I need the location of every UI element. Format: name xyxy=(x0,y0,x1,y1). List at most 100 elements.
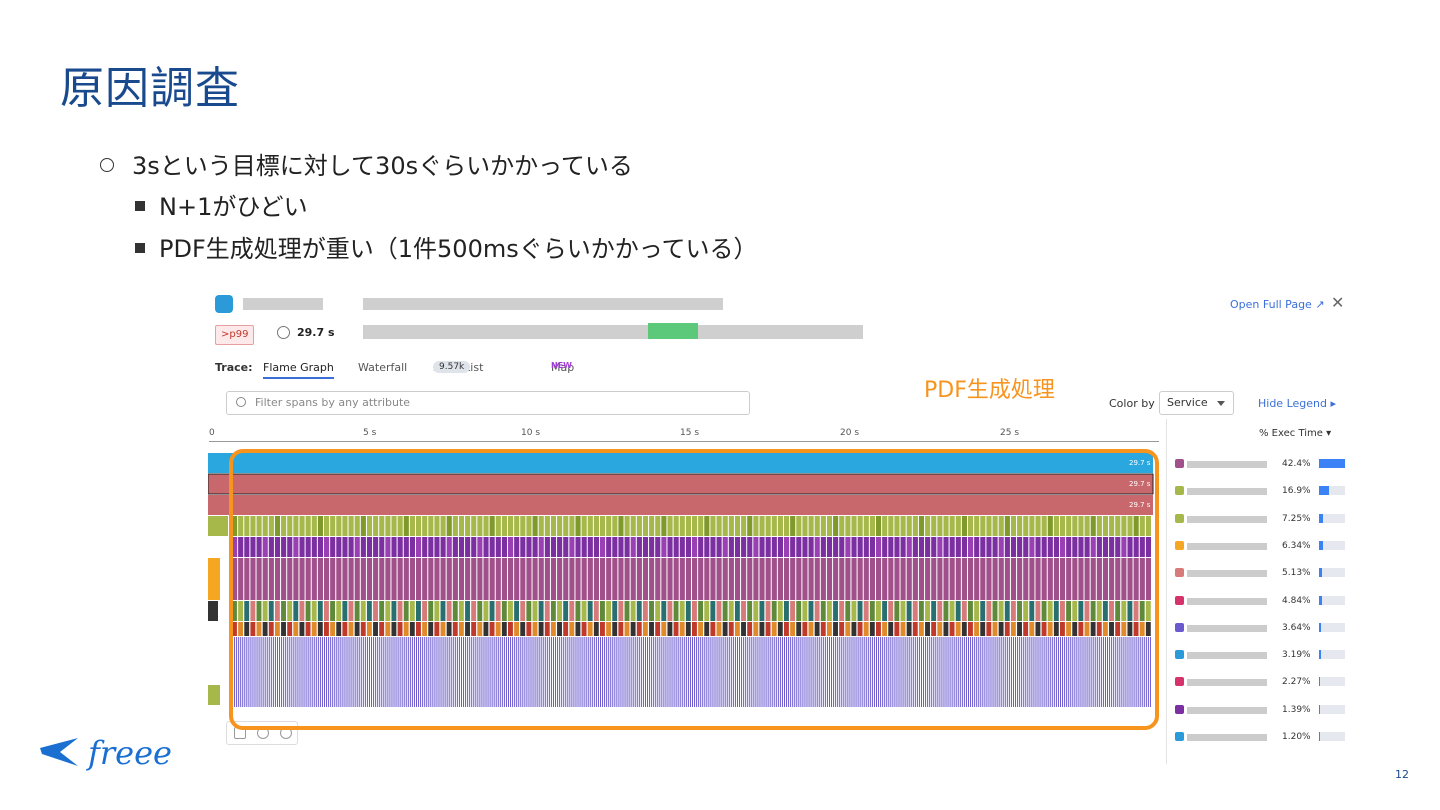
span-block[interactable] xyxy=(311,601,317,621)
span-block[interactable] xyxy=(906,558,912,600)
span-block[interactable] xyxy=(409,516,415,536)
span-block[interactable] xyxy=(299,516,305,536)
span-block[interactable] xyxy=(526,558,532,600)
span-block[interactable] xyxy=(1107,637,1109,707)
span-block[interactable] xyxy=(336,558,342,600)
span-block[interactable] xyxy=(264,637,266,707)
span-block[interactable] xyxy=(379,622,385,636)
span-block[interactable] xyxy=(745,637,747,707)
span-block[interactable] xyxy=(1066,622,1072,636)
span-block[interactable] xyxy=(534,637,536,707)
span-block[interactable] xyxy=(1060,637,1061,707)
filter-spans-input[interactable]: Filter spans by any attribute xyxy=(226,391,750,415)
span-block[interactable] xyxy=(1145,516,1151,536)
span-block[interactable] xyxy=(520,622,526,636)
span-block[interactable] xyxy=(876,601,881,621)
span-block[interactable] xyxy=(520,601,526,621)
span-block[interactable] xyxy=(1076,637,1078,707)
span-block[interactable] xyxy=(1113,637,1115,707)
span-block[interactable] xyxy=(348,622,354,636)
span-block[interactable] xyxy=(642,558,649,600)
span-block[interactable] xyxy=(865,637,867,707)
span-block[interactable] xyxy=(871,637,873,707)
span-block[interactable] xyxy=(669,637,671,707)
span-block[interactable] xyxy=(232,601,237,621)
span-block[interactable] xyxy=(307,637,309,707)
span-block[interactable] xyxy=(581,537,587,557)
span-block[interactable] xyxy=(980,516,986,536)
span-block[interactable] xyxy=(238,637,240,707)
span-block[interactable] xyxy=(1117,637,1119,707)
span-block[interactable] xyxy=(495,637,497,707)
span-block[interactable] xyxy=(959,637,961,707)
span-block[interactable] xyxy=(1084,601,1090,621)
span-block[interactable] xyxy=(557,622,562,636)
span-block[interactable] xyxy=(851,516,857,536)
span-block[interactable] xyxy=(465,516,471,536)
span-block[interactable] xyxy=(894,601,900,621)
span-block[interactable] xyxy=(692,516,698,536)
span-block[interactable] xyxy=(1051,637,1053,707)
span-block[interactable] xyxy=(1060,601,1065,621)
span-block[interactable] xyxy=(765,558,771,600)
span-block[interactable] xyxy=(597,637,599,707)
span-block[interactable] xyxy=(244,558,250,600)
span-block[interactable] xyxy=(616,637,618,707)
span-block[interactable] xyxy=(471,516,477,536)
span-block[interactable] xyxy=(685,622,691,636)
span-block[interactable] xyxy=(918,622,924,636)
span-block[interactable] xyxy=(364,637,366,707)
span-block[interactable] xyxy=(1039,637,1041,707)
span-block[interactable] xyxy=(1010,516,1017,536)
span-block[interactable] xyxy=(418,637,420,707)
span-block[interactable] xyxy=(508,516,514,536)
span-block[interactable] xyxy=(557,537,563,557)
span-block[interactable] xyxy=(1119,637,1121,707)
span-block[interactable] xyxy=(575,537,581,557)
span-block[interactable] xyxy=(1060,622,1065,636)
span-block[interactable] xyxy=(371,637,373,707)
span-block[interactable] xyxy=(606,516,612,536)
span-block[interactable] xyxy=(444,637,446,707)
span-block[interactable] xyxy=(420,637,422,707)
span-block[interactable] xyxy=(855,637,857,707)
span-block[interactable] xyxy=(552,637,554,707)
span-block[interactable] xyxy=(287,516,293,536)
span-block[interactable] xyxy=(1145,601,1151,621)
span-block[interactable] xyxy=(1035,558,1041,600)
span-block[interactable] xyxy=(550,516,557,536)
span-block[interactable] xyxy=(759,537,765,557)
span-block[interactable] xyxy=(949,558,955,600)
span-block[interactable] xyxy=(538,622,544,636)
span-block[interactable] xyxy=(422,558,428,600)
span-block[interactable] xyxy=(974,537,980,557)
span-block[interactable] xyxy=(538,601,544,621)
span-block[interactable] xyxy=(234,637,236,707)
span-block[interactable] xyxy=(403,637,405,707)
span-block[interactable] xyxy=(1072,601,1078,621)
span-block[interactable] xyxy=(728,516,734,536)
span-block[interactable] xyxy=(706,637,708,707)
span-block[interactable] xyxy=(557,637,559,707)
span-block[interactable] xyxy=(636,558,642,600)
span-block[interactable] xyxy=(929,637,931,707)
span-block[interactable] xyxy=(569,601,575,621)
span-block[interactable] xyxy=(540,637,542,707)
span-block[interactable] xyxy=(575,637,577,707)
span-block[interactable] xyxy=(1029,516,1035,536)
span-block[interactable] xyxy=(655,637,657,707)
span-block[interactable] xyxy=(820,601,826,621)
span-block[interactable] xyxy=(923,637,925,707)
span-block[interactable] xyxy=(1133,637,1135,707)
span-block[interactable] xyxy=(397,516,403,536)
span-block[interactable] xyxy=(434,601,440,621)
span-block[interactable] xyxy=(497,637,499,707)
span-block[interactable] xyxy=(753,558,759,600)
span-block[interactable] xyxy=(1127,516,1133,536)
span-block[interactable] xyxy=(272,637,274,707)
span-block[interactable] xyxy=(712,637,714,707)
span-block[interactable] xyxy=(624,516,630,536)
span-block[interactable] xyxy=(260,637,262,707)
span-block[interactable] xyxy=(501,537,507,557)
span-block[interactable] xyxy=(1127,558,1133,600)
